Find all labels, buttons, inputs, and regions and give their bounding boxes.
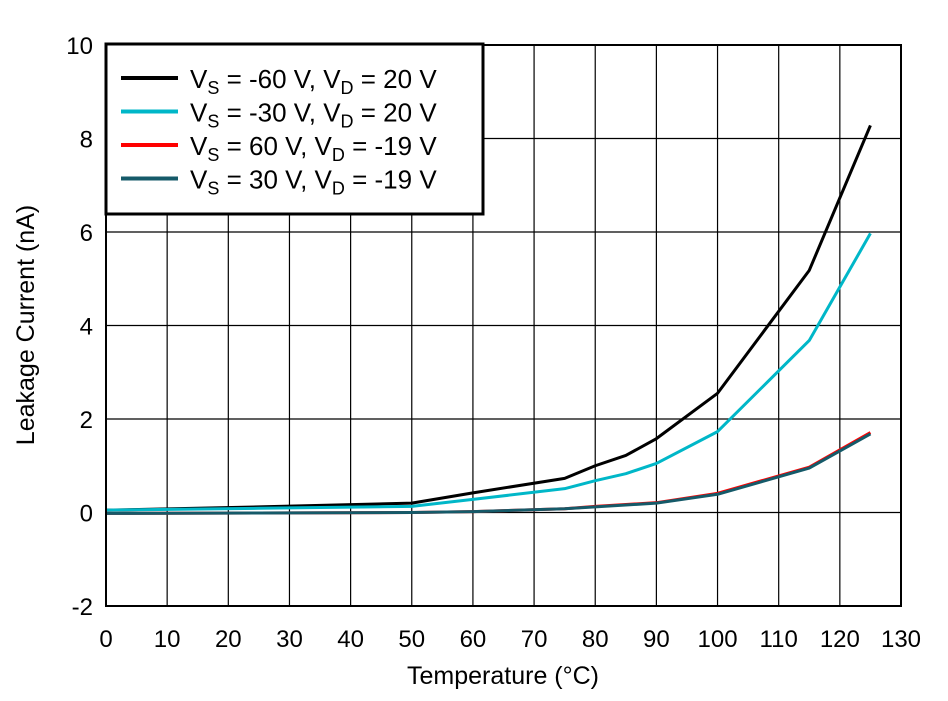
legend-label: VS = -30 V, VD = 20 V xyxy=(190,98,437,132)
series-line-0 xyxy=(105,124,872,512)
legend-text: V xyxy=(323,98,341,128)
legend-label: VS = -60 V, VD = 20 V xyxy=(190,64,437,98)
legend-text: = -19 V xyxy=(345,165,437,195)
series-line-1 xyxy=(105,232,872,512)
legend-subscript: D xyxy=(332,179,345,199)
y-tick-label: 8 xyxy=(80,127,93,154)
legend-text: V xyxy=(190,131,208,161)
plot-frame xyxy=(105,44,902,607)
x-tick-label: 130 xyxy=(881,626,921,653)
legend-subscript: S xyxy=(207,179,219,199)
y-tick-label: 10 xyxy=(66,33,93,60)
x-axis-title: Temperature (°C) xyxy=(407,662,599,690)
x-tick-label: 80 xyxy=(582,626,609,653)
legend-text: V xyxy=(190,64,208,94)
legend-text: V xyxy=(190,98,208,128)
y-axis-title: Leakage Current (nA) xyxy=(12,205,40,445)
x-tick-label: 120 xyxy=(820,626,860,653)
legend-subscript: D xyxy=(341,78,354,98)
legend-text: = 20 V xyxy=(354,98,438,128)
x-tick-label: 100 xyxy=(698,626,738,653)
y-tick-label: 6 xyxy=(80,220,93,247)
series-lines xyxy=(105,124,872,515)
x-tick-label: 10 xyxy=(154,626,181,653)
x-tick-label: 60 xyxy=(460,626,487,653)
x-tick-label: 50 xyxy=(398,626,425,653)
legend-text: V xyxy=(315,165,333,195)
x-tick-label: 20 xyxy=(215,626,242,653)
y-tick-labels: -2 0 2 4 6 8 10 xyxy=(66,33,93,621)
legend-subscript: S xyxy=(207,145,219,165)
legend-subscript: D xyxy=(332,145,345,165)
x-tick-label: 30 xyxy=(276,626,303,653)
legend: VS = -60 V, VD = 20 VVS = -30 V, VD = 20… xyxy=(104,42,485,216)
legend-text: V xyxy=(323,64,341,94)
x-tick-label: 90 xyxy=(643,626,670,653)
legend-text: = -30 V, xyxy=(219,98,323,128)
y-tick-label: 0 xyxy=(80,501,93,528)
legend-text: = -60 V, xyxy=(219,64,323,94)
legend-label: VS = 60 V, VD = -19 V xyxy=(190,131,437,165)
y-tick-label: 2 xyxy=(80,407,93,434)
series-line-2 xyxy=(105,431,872,515)
y-tick-label: 4 xyxy=(80,314,93,341)
legend-subscript: S xyxy=(207,78,219,98)
x-tick-label: 70 xyxy=(521,626,548,653)
legend-text: = 30 V, xyxy=(219,165,314,195)
legend-text: V xyxy=(190,165,208,195)
legend-text: = 60 V, xyxy=(219,131,314,161)
legend-text: = -19 V xyxy=(345,131,437,161)
legend-subscript: D xyxy=(341,112,354,132)
legend-text: = 20 V xyxy=(354,64,438,94)
x-tick-labels: 0 10 20 30 40 50 60 70 80 90 100 110 120 130 xyxy=(99,626,921,653)
legend-subscript: S xyxy=(207,112,219,132)
legend-box xyxy=(104,42,485,216)
legend-text: V xyxy=(315,131,333,161)
y-tick-label: -2 xyxy=(72,594,93,621)
x-tick-label: 110 xyxy=(760,626,798,653)
x-tick-label: 0 xyxy=(99,626,112,653)
legend-label: VS = 30 V, VD = -19 V xyxy=(190,165,437,199)
series-line-3 xyxy=(105,432,872,515)
x-tick-label: 40 xyxy=(337,626,364,653)
